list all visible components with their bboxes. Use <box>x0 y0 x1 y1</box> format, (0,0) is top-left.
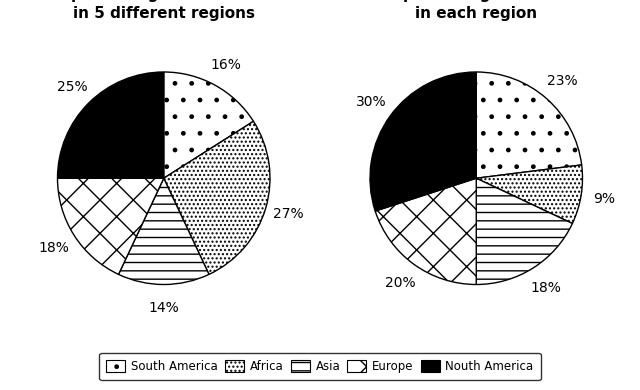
Text: 25%: 25% <box>57 80 88 94</box>
Wedge shape <box>118 178 209 284</box>
Title: The percentage of timber
in each region: The percentage of timber in each region <box>367 0 586 21</box>
Legend: South America, Africa, Asia, Europe, Nouth America: South America, Africa, Asia, Europe, Nou… <box>99 353 541 380</box>
Wedge shape <box>58 72 164 178</box>
Text: 23%: 23% <box>547 74 577 88</box>
Text: 27%: 27% <box>273 207 303 222</box>
Wedge shape <box>370 72 476 211</box>
Wedge shape <box>476 178 572 284</box>
Text: 18%: 18% <box>531 281 561 295</box>
Wedge shape <box>58 178 164 275</box>
Wedge shape <box>164 72 253 178</box>
Wedge shape <box>476 165 582 223</box>
Wedge shape <box>164 121 270 275</box>
Text: 20%: 20% <box>385 276 415 290</box>
Title: The percentage of world fores
in 5 different regions: The percentage of world fores in 5 diffe… <box>34 0 293 21</box>
Wedge shape <box>476 72 582 178</box>
Text: 30%: 30% <box>356 95 387 109</box>
Wedge shape <box>375 178 476 284</box>
Text: 9%: 9% <box>593 191 615 206</box>
Text: 14%: 14% <box>148 301 179 315</box>
Text: 16%: 16% <box>211 58 242 72</box>
Text: 18%: 18% <box>39 241 70 255</box>
